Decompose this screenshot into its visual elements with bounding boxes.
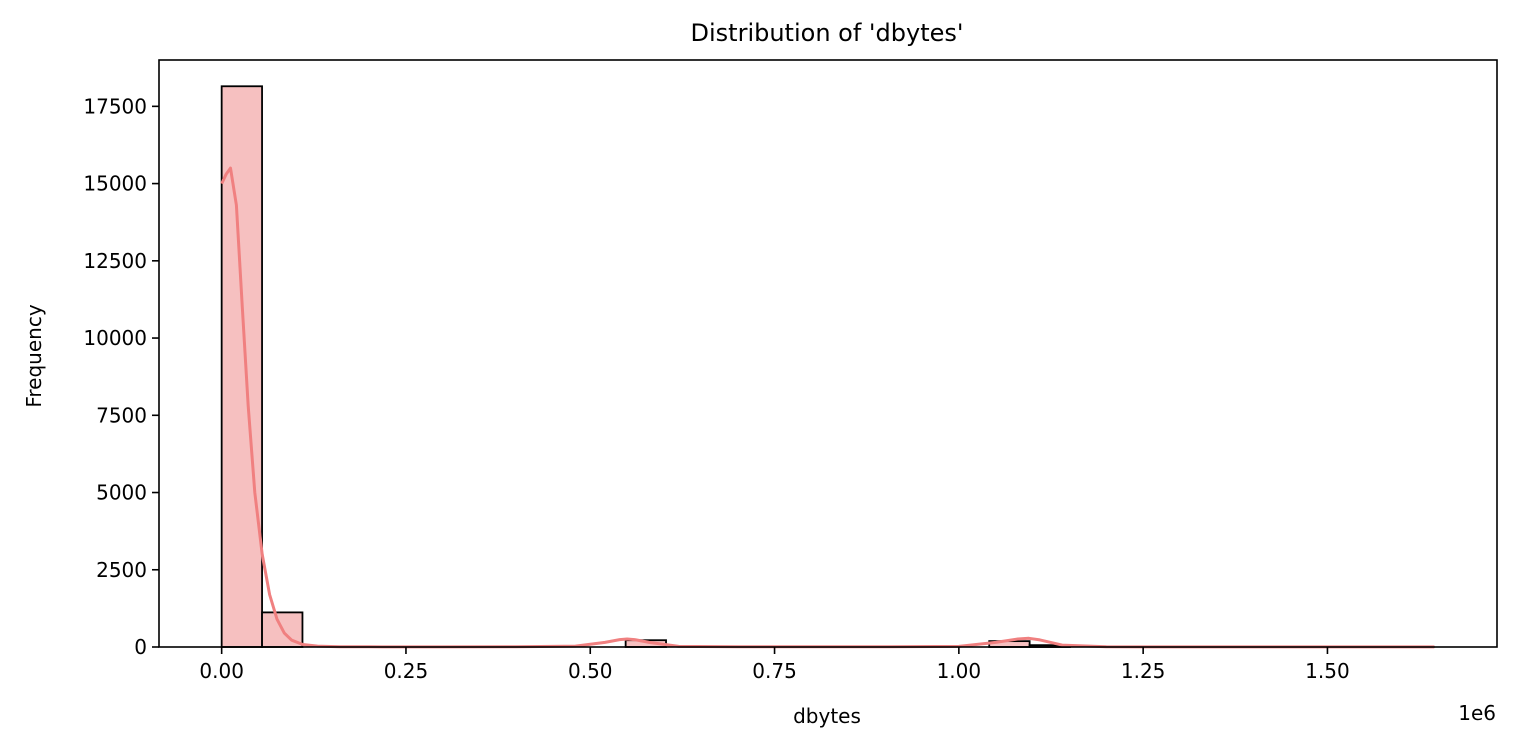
x-tick-label-5: 1.25 bbox=[1121, 659, 1166, 683]
kde-group bbox=[222, 168, 1435, 647]
x-axis-offset-label: 1e6 bbox=[1458, 701, 1496, 725]
y-ticks-group: 0 2500 5000 7500 10000 12500 15000 17500 bbox=[83, 94, 159, 659]
x-tick-label-2: 0.50 bbox=[568, 659, 613, 683]
y-tick-label-7: 17500 bbox=[83, 94, 147, 118]
x-tick-label-4: 1.00 bbox=[937, 659, 982, 683]
chart-title: Distribution of 'dbytes' bbox=[691, 19, 964, 47]
x-tick-label-1: 0.25 bbox=[384, 659, 429, 683]
x-ticks-group: 0.00 0.25 0.50 0.75 1.00 1.25 1.50 bbox=[199, 647, 1349, 683]
y-tick-label-5: 12500 bbox=[83, 249, 147, 273]
y-tick-label-3: 7500 bbox=[96, 403, 147, 427]
y-tick-label-0: 0 bbox=[134, 635, 147, 659]
plot-frame bbox=[159, 60, 1497, 647]
bars-group bbox=[222, 86, 1434, 647]
y-tick-label-4: 10000 bbox=[83, 326, 147, 350]
y-tick-label-1: 2500 bbox=[96, 558, 147, 582]
y-tick-label-6: 15000 bbox=[83, 172, 147, 196]
kde-curve bbox=[222, 168, 1435, 647]
y-tick-label-2: 5000 bbox=[96, 481, 147, 505]
x-tick-label-6: 1.50 bbox=[1305, 659, 1350, 683]
x-tick-label-0: 0.00 bbox=[199, 659, 244, 683]
x-tick-label-3: 0.75 bbox=[752, 659, 797, 683]
y-axis-label: Frequency bbox=[22, 304, 46, 407]
x-axis-label: dbytes bbox=[793, 704, 861, 728]
